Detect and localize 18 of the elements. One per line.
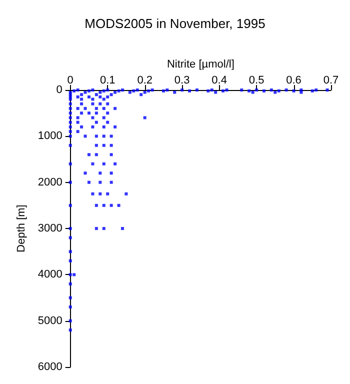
y-axis-title: Depth [m] [16, 204, 28, 252]
x-axis-title: Nitrite [µmol/l] [166, 58, 234, 70]
y-tick-label: 2000 [38, 176, 62, 188]
x-tick-label: 0.3 [174, 74, 190, 86]
x-tick-label: 0.1 [100, 74, 116, 86]
x-tick-label: 0 [67, 74, 74, 86]
y-tick-label: 4000 [38, 268, 62, 281]
x-tick-label: 0.5 [248, 74, 264, 86]
x-tick-label: 0.2 [137, 74, 152, 86]
y-tick-label: 6000 [38, 361, 62, 373]
chart-title: MODS2005 in November, 1995 [84, 16, 266, 31]
y-tick-label: 3000 [38, 222, 62, 234]
y-tick-label: 5000 [38, 314, 62, 327]
x-tick-label: 0.6 [286, 74, 302, 86]
x-tick-label: 0.4 [212, 74, 227, 86]
y-tick-label: 0 [56, 84, 62, 96]
x-tick-label: 0.7 [323, 74, 339, 86]
y-tick-label: 1000 [38, 130, 62, 142]
